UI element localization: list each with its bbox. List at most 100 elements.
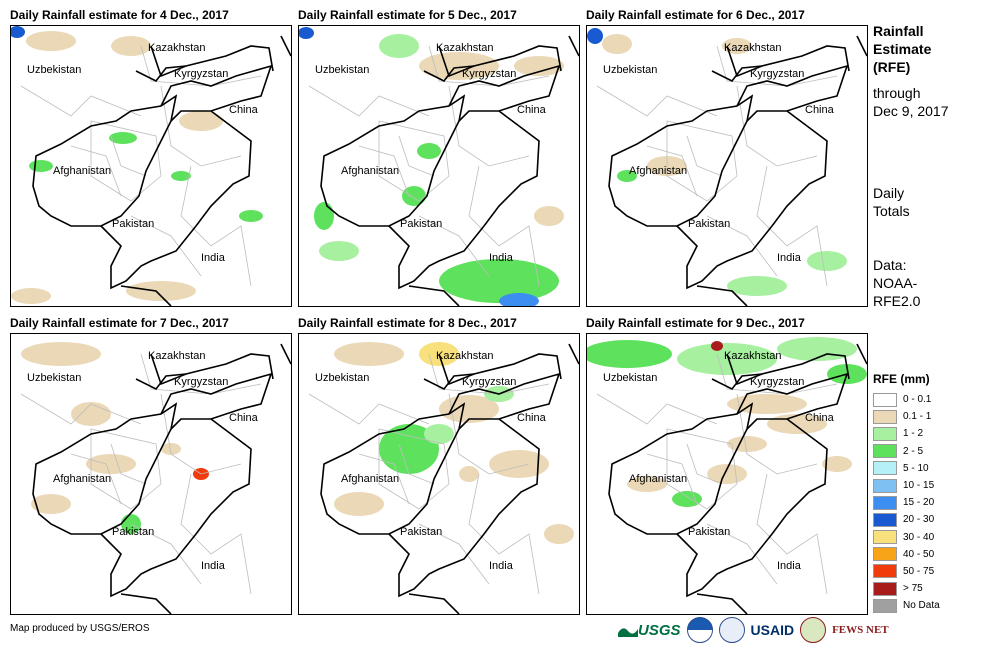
legend-swatch (873, 581, 897, 596)
country-borders (320, 343, 579, 614)
admin-boundaries (596, 353, 838, 595)
place-label-pakistan: Pakistan (400, 218, 443, 230)
place-label-india: India (777, 560, 801, 572)
legend-item: 1 - 2 (873, 425, 940, 442)
place-label-afghanistan: Afghanistan (629, 473, 688, 485)
rainfall-map: Kazakhstan Uzbekistan Kyrgyzstan China Afgha… (10, 333, 292, 615)
place-label-china: China (229, 412, 258, 424)
sidebar-title-line2: Estimate (873, 41, 932, 57)
place-label-afghanistan: Afghanistan (53, 473, 112, 485)
legend-label: 0 - 0.1 (903, 394, 932, 406)
legend-label: 50 - 75 (903, 565, 935, 577)
legend-label: > 75 (903, 583, 923, 595)
legend-label: 30 - 40 (903, 531, 935, 543)
rainfall-map: Kazakhstan Uzbekistan Kyrgyzstan China Afgha… (298, 25, 580, 307)
legend-item: 30 - 40 (873, 529, 940, 546)
rainfall-map-svg (587, 337, 867, 614)
place-label-uzbekistan: Uzbekistan (315, 372, 370, 384)
legend-swatch (873, 564, 897, 579)
place-label-kyrgyzstan: Kyrgyzstan (174, 68, 229, 80)
legend-swatch (873, 512, 897, 527)
legend-label: 10 - 15 (903, 480, 935, 492)
legend-item: 40 - 50 (873, 546, 940, 563)
place-label-india: India (201, 252, 225, 264)
sidebar-through-line1: through (873, 85, 921, 101)
legend-label: 0.1 - 1 (903, 411, 932, 423)
legend-label: No Data (903, 600, 940, 612)
panel-title: Daily Rainfall estimate for 8 Dec., 2017 (298, 316, 517, 330)
legend-swatch (873, 444, 897, 459)
place-label-kazakhstan: Kazakhstan (724, 42, 782, 54)
place-label-uzbekistan: Uzbekistan (27, 64, 82, 76)
panel-title: Daily Rainfall estimate for 5 Dec., 2017 (298, 8, 517, 22)
legend-item: 50 - 75 (873, 563, 940, 580)
sidebar-totals-line2: Totals (873, 203, 910, 219)
place-label-kazakhstan: Kazakhstan (436, 42, 494, 54)
place-label-kyrgyzstan: Kyrgyzstan (174, 376, 229, 388)
place-label-china: China (517, 104, 546, 116)
legend-swatch (873, 495, 897, 510)
place-label-pakistan: Pakistan (688, 526, 731, 538)
fews-globe-icon (800, 617, 827, 643)
legend-label: 40 - 50 (903, 548, 935, 560)
panel-title: Daily Rainfall estimate for 9 Dec., 2017 (586, 316, 805, 330)
legend-title: RFE (mm) (873, 372, 930, 386)
place-label-china: China (805, 104, 834, 116)
sidebar-through: through Dec 9, 2017 (873, 84, 949, 120)
place-label-afghanistan: Afghanistan (341, 165, 400, 177)
rainfall-field (587, 28, 847, 296)
legend-swatch (873, 461, 897, 476)
sidebar-through-line2: Dec 9, 2017 (873, 103, 949, 119)
legend-swatch (873, 409, 897, 424)
rainfall-map: Kazakhstan Uzbekistan Kyrgyzstan China Afgha… (586, 333, 868, 615)
sidebar-data-line3: RFE2.0 (873, 293, 921, 309)
legend-item: 5 - 10 (873, 460, 940, 477)
admin-boundaries (308, 353, 550, 595)
sidebar-data-source: Data: NOAA- RFE2.0 (873, 256, 920, 310)
legend-rows: 0 - 0.1 0.1 - 1 1 - 2 2 - 5 5 - 10 10 - … (873, 391, 940, 614)
legend-label: 15 - 20 (903, 497, 935, 509)
legend-item: No Data (873, 597, 940, 614)
rainfall-field (587, 337, 867, 507)
panel-title: Daily Rainfall estimate for 6 Dec., 2017 (586, 8, 805, 22)
place-label-kyrgyzstan: Kyrgyzstan (750, 376, 805, 388)
rainfall-field (334, 342, 574, 544)
place-label-afghanistan: Afghanistan (53, 165, 112, 177)
sidebar-title-line3: (RFE) (873, 59, 911, 75)
place-label-uzbekistan: Uzbekistan (27, 372, 82, 384)
place-label-china: China (229, 104, 258, 116)
legend-item: 0.1 - 1 (873, 408, 940, 425)
place-label-china: China (805, 412, 834, 424)
place-label-kazakhstan: Kazakhstan (724, 350, 782, 362)
rainfall-map: Kazakhstan Uzbekistan Kyrgyzstan China Afgha… (298, 333, 580, 615)
legend-item: 2 - 5 (873, 443, 940, 460)
fews-logo-text: FEWS NET (832, 624, 889, 636)
logo-strip: USGS USAID FEWS NET (618, 615, 889, 645)
country-borders (608, 343, 867, 614)
sidebar-data-line1: Data: (873, 257, 907, 273)
legend-item: 10 - 15 (873, 477, 940, 494)
place-label-india: India (489, 252, 513, 264)
place-label-afghanistan: Afghanistan (629, 165, 688, 177)
usgs-logo: USGS (618, 622, 681, 639)
rainfall-map-svg (299, 27, 579, 306)
rainfall-map-svg (20, 342, 291, 614)
admin-boundaries (20, 353, 262, 595)
place-label-china: China (517, 412, 546, 424)
legend-swatch (873, 547, 897, 562)
legend-label: 1 - 2 (903, 428, 924, 440)
place-label-uzbekistan: Uzbekistan (603, 372, 658, 384)
legend-label: 2 - 5 (903, 445, 924, 457)
usaid-seal-icon (718, 617, 745, 643)
rainfall-field (299, 27, 564, 306)
legend-swatch (873, 426, 897, 441)
legend-swatch (873, 392, 897, 407)
rainfall-map-svg (11, 26, 291, 306)
place-label-kazakhstan: Kazakhstan (148, 42, 206, 54)
legend-label: 20 - 30 (903, 514, 935, 526)
place-label-uzbekistan: Uzbekistan (315, 64, 370, 76)
country-borders (608, 35, 867, 306)
place-label-pakistan: Pakistan (400, 526, 443, 538)
panel-title: Daily Rainfall estimate for 7 Dec., 2017 (10, 316, 229, 330)
country-borders (320, 35, 579, 306)
